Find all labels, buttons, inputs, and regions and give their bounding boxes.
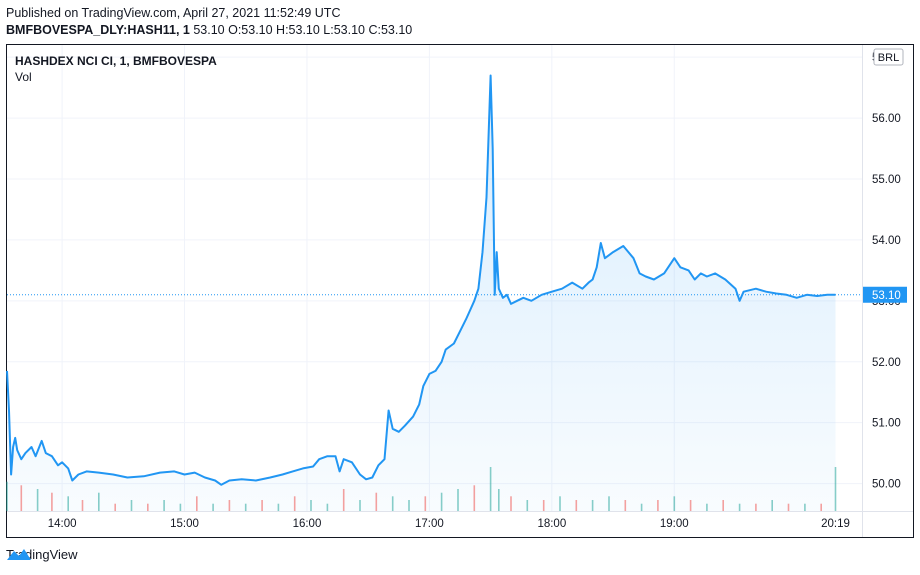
- volume-bar: [640, 503, 643, 511]
- volume-bar: [81, 500, 84, 511]
- volume-bar: [359, 500, 361, 511]
- price-area: [7, 75, 836, 511]
- axes: 50.0051.0052.0053.0054.0055.0056.0057.00…: [7, 45, 913, 537]
- volume-bar: [591, 500, 594, 511]
- volume-bar: [722, 500, 724, 511]
- x-tick-label: 16:00: [293, 518, 322, 530]
- volume-bar: [689, 500, 692, 511]
- volume-bar: [51, 492, 53, 511]
- x-tick-label: 20:19: [821, 518, 850, 530]
- y-tick-label: 50.00: [872, 479, 901, 491]
- volume-bar: [277, 503, 280, 511]
- volume-bar: [657, 500, 659, 511]
- volume-bar: [212, 503, 214, 511]
- volume-bar: [163, 500, 165, 511]
- volume-bar: [375, 492, 378, 511]
- volume-bar: [440, 492, 443, 511]
- volume-bar: [673, 496, 676, 511]
- symbol-line: BMFBOVESPA_DLY:HASH11, 1 53.10 O:53.10 H…: [6, 22, 412, 39]
- volume-bar: [510, 496, 512, 511]
- price-area-fill: [7, 75, 836, 511]
- y-tick-label: 55.00: [872, 174, 901, 186]
- symbol-name: BMFBOVESPA_DLY:HASH11, 1: [6, 23, 190, 37]
- price-line: [6, 74, 836, 486]
- volume-bar: [130, 500, 133, 511]
- volume-bar: [787, 503, 790, 511]
- chart-frame: [6, 44, 914, 538]
- currency-badge[interactable]: BRL: [873, 48, 904, 66]
- volume-bar: [6, 481, 8, 511]
- volume-bar: [755, 503, 757, 511]
- volume-bar: [575, 500, 578, 511]
- y-tick-label: 54.00: [872, 235, 901, 247]
- volume-bar: [147, 503, 149, 511]
- volume-bar: [804, 503, 806, 511]
- chart-header: Published on TradingView.com, April 27, …: [6, 5, 412, 39]
- x-tick-label: 19:00: [660, 518, 689, 530]
- volume-bar: [624, 500, 627, 511]
- legend-vol: Vol: [15, 70, 32, 84]
- y-tick-label: 51.00: [872, 418, 901, 430]
- x-tick-label: 17:00: [415, 518, 444, 530]
- volume-bar: [424, 496, 427, 511]
- volume-bar: [98, 492, 100, 511]
- volume-bar: [771, 500, 773, 511]
- x-tick-label: 14:00: [48, 518, 77, 530]
- volume-bar: [391, 496, 394, 511]
- tradingview-logo-icon: [7, 549, 31, 560]
- volume-bar: [820, 503, 822, 511]
- volume-bar: [261, 500, 263, 511]
- last-price-label: 53.10: [872, 290, 901, 302]
- currency-badge-box: [873, 48, 904, 66]
- volume-bar: [542, 500, 545, 511]
- volume-bars: [6, 467, 837, 511]
- x-tick-label: 15:00: [170, 518, 199, 530]
- volume-bar: [834, 467, 837, 511]
- ohlc-values: 53.10 O:53.10 H:53.10 L:53.10 C:53.10: [193, 23, 413, 37]
- volume-bar: [489, 467, 492, 511]
- volume-bar: [310, 500, 312, 511]
- currency-label: BRL: [878, 52, 899, 64]
- volume-bar: [293, 496, 296, 511]
- volume-bar: [196, 496, 198, 511]
- y-tick-label: 56.00: [872, 113, 901, 125]
- volume-bar: [228, 500, 231, 511]
- legend-title: HASHDEX NCI CI, 1, BMFBOVESPA: [15, 54, 217, 68]
- volume-bar: [473, 485, 476, 511]
- volume-bar: [706, 503, 708, 511]
- volume-bar: [36, 489, 39, 511]
- x-tick-label: 18:00: [537, 518, 566, 530]
- volume-bar: [738, 503, 741, 511]
- published-line: Published on TradingView.com, April 27, …: [6, 6, 341, 20]
- volume-bar: [114, 503, 116, 511]
- volume-bar: [179, 503, 182, 511]
- volume-bar: [608, 496, 610, 511]
- volume-bar: [20, 485, 23, 511]
- price-series-line: [6, 74, 836, 486]
- y-tick-label: 52.00: [872, 357, 901, 369]
- last-price-badge: [863, 286, 907, 303]
- volume-bar: [559, 496, 561, 511]
- volume-bar: [498, 489, 500, 511]
- volume-bar: [408, 500, 410, 511]
- volume-bar: [457, 489, 459, 511]
- volume-bar: [326, 503, 329, 511]
- footer[interactable]: TradingView: [6, 547, 78, 562]
- volume-bar: [526, 500, 529, 511]
- volume-bar: [67, 496, 69, 511]
- volume-bar: [342, 489, 345, 511]
- volume-bar: [244, 503, 247, 511]
